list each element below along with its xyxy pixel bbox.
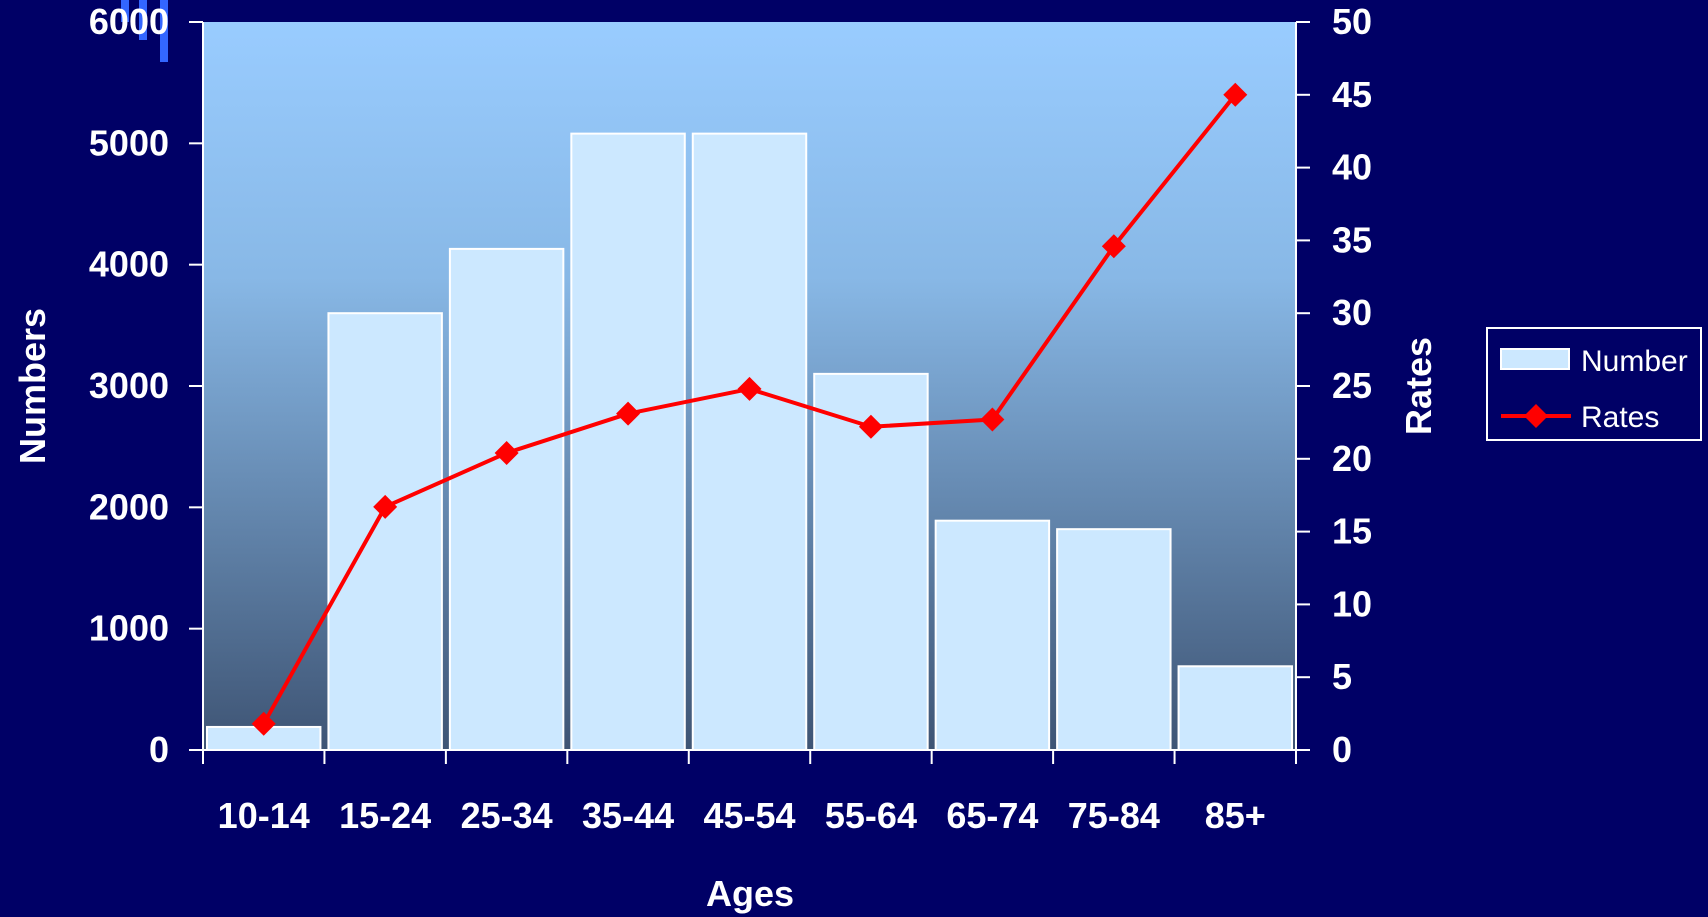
left-axis-tick-labels: 0 1000 2000 3000 4000 5000 6000 [89,1,169,770]
right-tick-label: 15 [1332,511,1372,552]
rate-point-25-34 [494,440,519,465]
axes [189,21,1310,764]
x-axis-title: Ages [706,873,794,914]
rate-point-35-44 [616,401,641,426]
left-axis-title: Numbers [12,308,53,464]
x-tick-label: 55-64 [825,795,917,836]
x-tick-label: 35-44 [582,795,674,836]
rate-point-65-74 [980,407,1005,432]
bar-25-34 [448,247,565,751]
legend: Number Rates [1486,327,1702,441]
left-tick-label: 0 [149,729,169,770]
x-tick-label: 10-14 [218,795,310,836]
legend-marker-swatch [1524,404,1548,428]
right-tick-label: 0 [1332,729,1352,770]
line-series [251,82,1248,736]
x-axis-tick-labels: 10-14 15-24 25-34 35-44 45-54 55-64 65-74 75-84… [218,795,1266,836]
bar-65-74 [934,519,1051,751]
right-tick-label: 35 [1332,219,1372,260]
rate-point-85+ [1223,82,1248,107]
legend-bar-swatch [1500,348,1570,370]
right-tick-label: 40 [1332,147,1372,188]
legend-label-number: Number [1581,345,1688,378]
left-tick-label: 6000 [89,1,169,42]
right-tick-label: 45 [1332,74,1372,115]
left-tick-label: 4000 [89,244,169,285]
x-tick-label: 85+ [1205,795,1266,836]
left-tick-label: 1000 [89,608,169,649]
left-tick-label: 2000 [89,486,169,527]
corner-decoration [121,0,168,62]
rate-point-45-54 [737,376,762,401]
right-tick-label: 25 [1332,365,1372,406]
left-tick-label: 3000 [89,365,169,406]
legend-box [1486,327,1702,441]
right-tick-label: 50 [1332,1,1372,42]
x-tick-label: 75-84 [1068,795,1160,836]
right-tick-label: 5 [1332,656,1352,697]
bar-75-84 [1056,528,1172,751]
right-tick-label: 20 [1332,438,1372,479]
left-tick-label: 5000 [89,122,169,163]
bar-15-24 [327,312,443,751]
right-tick-label: 30 [1332,292,1372,333]
x-tick-label: 65-74 [946,795,1038,836]
right-axis-tick-labels: 0 5 10 15 20 25 30 35 40 45 50 [1332,1,1372,770]
rate-point-55-64 [858,414,883,439]
bar-45-54 [691,132,808,752]
x-tick-label: 25-34 [461,795,553,836]
rate-point-75-84 [1101,234,1126,259]
right-axis-title: Rates [1398,337,1439,435]
x-tick-label: 15-24 [339,795,431,836]
bar-85+ [1177,665,1293,752]
legend-label-rates: Rates [1581,401,1659,434]
x-tick-label: 45-54 [703,795,795,836]
rate-point-15-24 [373,494,398,519]
bar-series [206,132,1293,752]
right-tick-label: 10 [1332,583,1372,624]
rate-point-10-14 [251,711,276,736]
bar-35-44 [570,132,686,752]
